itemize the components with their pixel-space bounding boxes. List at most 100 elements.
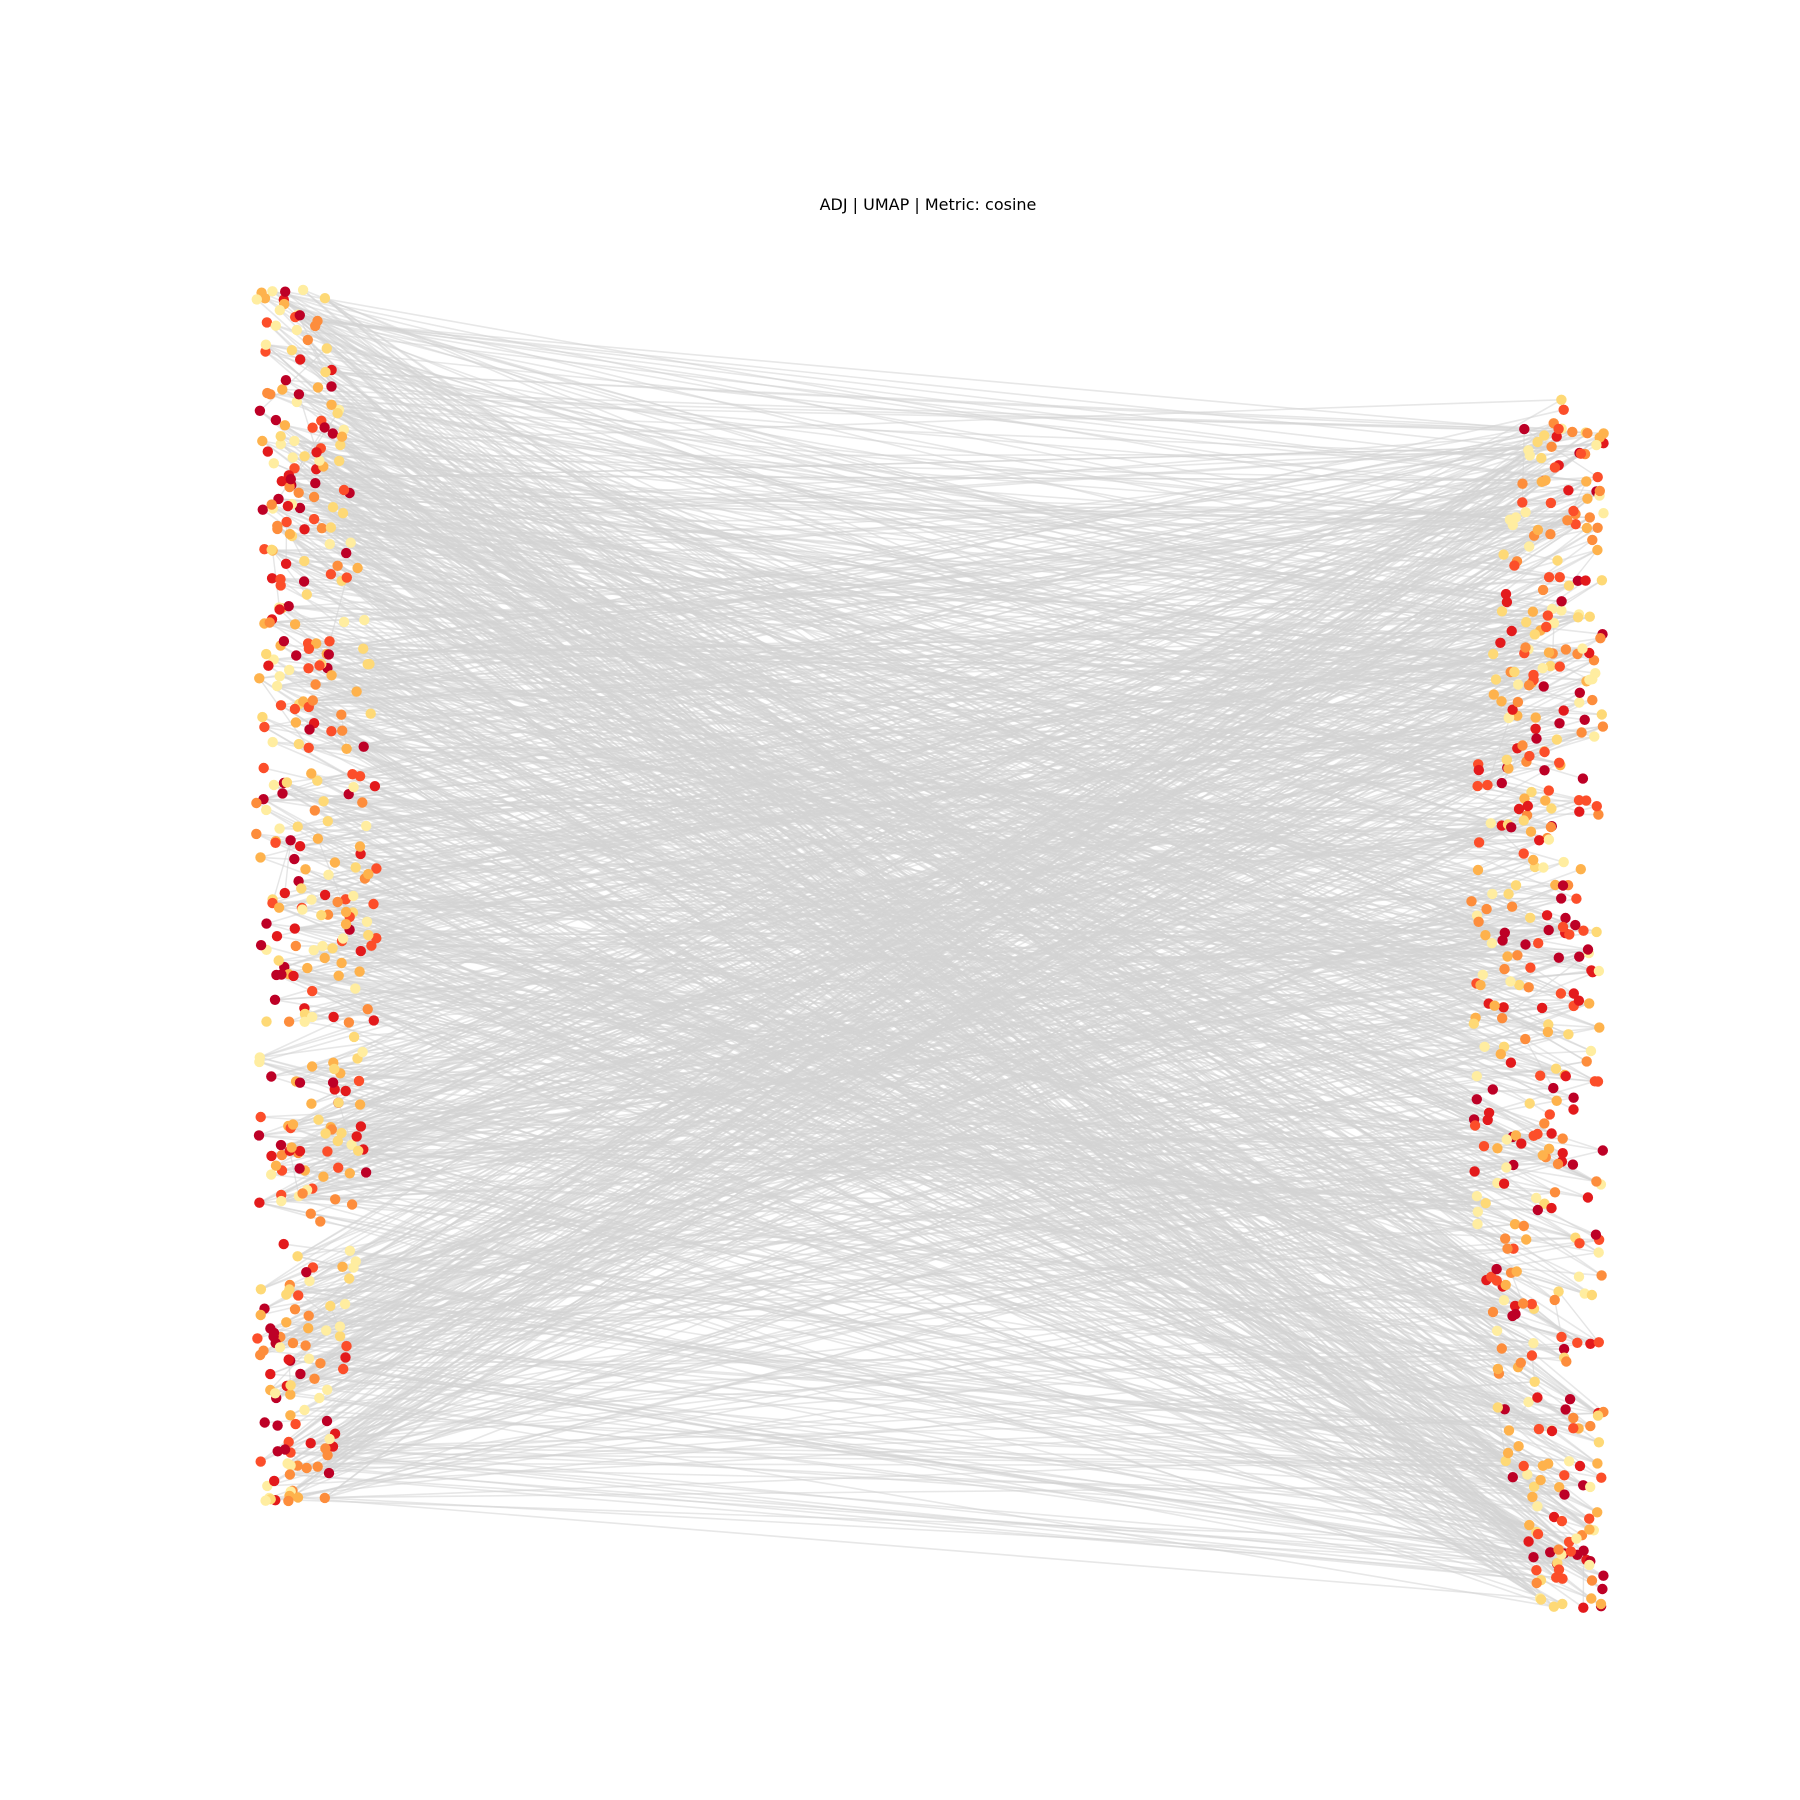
network-edge	[312, 762, 1560, 1018]
right-group-node	[1512, 696, 1524, 708]
left-group-node	[338, 1363, 349, 1375]
left-group-node	[257, 435, 268, 447]
left-group-node	[305, 1438, 316, 1449]
right-group-node	[1567, 1159, 1579, 1170]
left-group-node	[354, 966, 365, 977]
right-group-node	[1584, 1524, 1595, 1535]
left-group-node	[320, 366, 331, 378]
left-group-node	[307, 695, 318, 706]
right-group-node	[1525, 826, 1537, 837]
left-group-node	[258, 762, 269, 774]
network-edge	[260, 1116, 1486, 1204]
right-group-node	[1515, 1357, 1527, 1369]
network-edge	[338, 409, 1530, 457]
right-group-node	[1510, 880, 1522, 891]
left-group-node	[294, 502, 306, 514]
network-edge	[350, 541, 1487, 910]
right-group-node	[1592, 471, 1603, 483]
nodes-layer	[251, 284, 1609, 1613]
left-group-node	[306, 1061, 318, 1072]
right-group-node	[1526, 1350, 1538, 1361]
left-group-node	[294, 1077, 306, 1088]
right-group-node	[1473, 916, 1484, 927]
right-group-node	[1560, 644, 1572, 655]
network-edge	[360, 613, 1580, 855]
right-group-node	[1546, 1128, 1557, 1139]
left-group-node	[337, 725, 348, 736]
right-group-node	[1471, 1191, 1483, 1202]
left-group-node	[283, 1495, 294, 1507]
right-group-node	[1556, 1515, 1568, 1527]
left-group-node	[274, 671, 285, 682]
network-edge	[1558, 1291, 1600, 1343]
right-group-node	[1527, 1491, 1538, 1503]
right-group-node	[1550, 1063, 1562, 1074]
network-edge	[270, 884, 1517, 1375]
network-edge	[341, 1132, 1478, 1225]
left-group-node	[270, 320, 281, 331]
right-group-node	[1584, 998, 1595, 1009]
left-group-node	[289, 1304, 301, 1315]
network-edge	[276, 974, 1506, 1240]
left-group-node	[261, 918, 272, 929]
left-group-node	[303, 742, 314, 753]
right-group-node	[1545, 497, 1557, 509]
left-group-node	[254, 673, 265, 684]
left-group-node	[319, 889, 331, 901]
right-group-node	[1502, 1243, 1513, 1254]
left-group-node	[337, 508, 349, 519]
network-edge	[297, 692, 1580, 828]
left-group-node	[314, 1392, 325, 1404]
right-group-node	[1501, 754, 1513, 765]
right-group-node	[1596, 575, 1608, 586]
network-edge	[316, 779, 1499, 1409]
left-group-node	[314, 455, 325, 466]
right-group-node	[1472, 864, 1484, 876]
network-edge	[327, 1381, 1535, 1456]
left-group-node	[303, 1353, 315, 1364]
network-edge	[290, 478, 1513, 1138]
left-group-node	[334, 1331, 346, 1342]
network-edge	[1521, 429, 1525, 503]
left-group-node	[305, 1208, 316, 1219]
right-group-node	[1572, 1337, 1583, 1349]
network-edge	[269, 1329, 327, 1391]
left-group-node	[311, 638, 322, 649]
right-group-node	[1527, 606, 1539, 617]
left-group-node	[263, 660, 274, 671]
right-group-node	[1542, 1026, 1554, 1038]
right-group-node	[1523, 1536, 1534, 1547]
left-group-node	[270, 1388, 281, 1399]
network-edge	[276, 525, 1558, 1564]
left-group-node	[295, 354, 306, 365]
right-group-node	[1472, 780, 1483, 792]
network-edge	[1510, 956, 1580, 983]
right-group-node	[1503, 763, 1514, 774]
right-group-node	[1543, 1019, 1554, 1030]
network-edge	[304, 442, 1604, 531]
right-group-node	[1523, 1396, 1534, 1408]
network-edge	[288, 1125, 1592, 1600]
right-group-node	[1513, 1441, 1524, 1452]
right-group-node	[1516, 1138, 1527, 1149]
left-group-node	[252, 1333, 263, 1344]
right-group-node	[1532, 524, 1544, 536]
right-group-node	[1506, 822, 1517, 833]
network-edge	[283, 298, 1529, 651]
left-group-node	[251, 294, 262, 305]
right-group-node	[1539, 1118, 1550, 1129]
network-edge	[333, 722, 1560, 1018]
right-group-node	[1545, 529, 1556, 540]
left-group-node	[276, 1149, 288, 1161]
network-edge	[292, 934, 1486, 1344]
left-group-node	[293, 389, 305, 400]
network-edge	[290, 651, 1550, 1493]
left-group-node	[316, 910, 327, 921]
left-group-node	[285, 1380, 296, 1391]
network-edge	[312, 1266, 1524, 1305]
left-group-node	[289, 853, 300, 865]
network-edge	[323, 647, 1583, 803]
left-group-node	[338, 616, 350, 628]
network-edge	[276, 685, 1517, 887]
right-group-node	[1573, 995, 1585, 1006]
